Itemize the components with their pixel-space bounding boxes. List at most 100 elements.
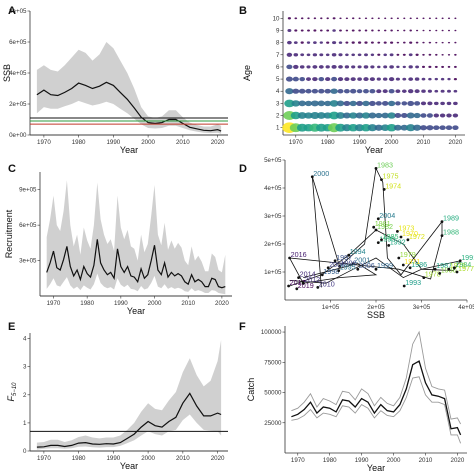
stock-recruit-point (376, 241, 380, 245)
x-tick-label: 2010 (176, 455, 190, 462)
y-tick-label: 4e+05 (9, 70, 27, 77)
stock-recruit-point (422, 276, 426, 279)
age-bubble (299, 77, 306, 82)
age-bubble (293, 41, 298, 44)
age-bubble (406, 112, 415, 119)
stock-recruit-point (376, 217, 380, 221)
age-bubble (345, 17, 349, 20)
age-bubble (381, 100, 389, 106)
age-bubble (318, 65, 324, 69)
estimate-line (291, 360, 462, 436)
age-bubble (284, 99, 295, 108)
age-bubble (331, 53, 337, 57)
age-bubble (335, 112, 346, 119)
year-label: 2012 (304, 275, 320, 284)
y-tick-label: 8e+05 (9, 8, 27, 15)
age-bubble (338, 53, 343, 57)
age-bubble (292, 88, 300, 94)
age-bubble (447, 65, 451, 68)
y-tick-label: 7 (276, 52, 280, 59)
age-bubble (396, 29, 399, 32)
age-bubble (420, 101, 427, 106)
age-bubble (350, 88, 357, 94)
age-bubble (356, 100, 364, 106)
x-tick-label: 2020 (449, 139, 463, 146)
age-bubble (330, 88, 338, 94)
age-bubble (310, 100, 319, 107)
stock-recruit-point (301, 281, 305, 285)
panel-letter-c: C (8, 163, 16, 175)
year-label: 1998 (323, 267, 339, 276)
age-bubble (433, 101, 439, 106)
age-bubble (434, 89, 439, 93)
year-label: 2019 (298, 281, 314, 290)
panel-letter-d: D (239, 163, 247, 175)
age-bubble (313, 29, 317, 32)
age-bubble (409, 41, 413, 44)
year-label: 1999 (377, 261, 393, 270)
age-bubble (402, 53, 406, 56)
age-bubble (331, 64, 337, 69)
age-bubble (319, 41, 323, 44)
age-bubble (409, 29, 412, 32)
y-tick-label: 2e+05 (9, 101, 27, 108)
age-bubble (348, 112, 358, 119)
age-bubble (342, 112, 351, 119)
age-bubble (428, 17, 431, 20)
y-tick-label: 4 (276, 88, 280, 95)
age-bubble (407, 100, 415, 106)
estimate-line (46, 239, 226, 289)
age-bubble (441, 29, 444, 32)
age-bubble (454, 41, 457, 44)
stock-recruit-point (387, 244, 391, 247)
age-bubble (393, 124, 402, 131)
age-bubble (351, 53, 355, 57)
age-bubble (408, 77, 414, 81)
stock-recruit-point (408, 266, 412, 270)
age-bubble (381, 112, 390, 119)
age-bubble (324, 88, 331, 94)
age-bubble (312, 65, 318, 69)
age-bubble (344, 65, 350, 69)
age-bubble (299, 65, 305, 69)
panel-letter-f: F (239, 321, 246, 333)
x-tick-label: 2010 (181, 300, 195, 307)
age-bubble (440, 89, 445, 93)
age-bubble (386, 123, 397, 132)
age-bubble (356, 89, 363, 94)
age-bubble (306, 77, 311, 81)
age-bubble (454, 65, 457, 68)
stock-recruit-point (372, 225, 376, 229)
estimate-line (36, 392, 222, 448)
lower-bound-line (291, 376, 462, 444)
age-bubble (376, 89, 382, 94)
x-tick-label: 1980 (80, 300, 94, 307)
age-bubble (363, 89, 369, 94)
year-label: 2006 (359, 261, 375, 270)
age-bubble (390, 17, 393, 20)
age-bubble (415, 53, 419, 56)
age-bubble (345, 41, 349, 44)
age-bubble (371, 29, 374, 32)
age-bubble (433, 125, 440, 131)
age-bubble (414, 77, 420, 81)
y-tick-label: 2 (23, 392, 27, 399)
age-bubble (422, 41, 425, 44)
stock-recruit-point (396, 230, 399, 233)
age-bubble (286, 52, 293, 57)
age-bubble (434, 77, 438, 81)
age-bubble (415, 41, 419, 44)
y-tick-label: 6 (276, 64, 280, 71)
age-bubble (433, 113, 440, 118)
age-bubble (339, 29, 342, 32)
age-bubble (427, 89, 432, 93)
age-bubble (368, 112, 377, 119)
x-tick-label: 2010 (176, 139, 190, 146)
age-bubble (382, 89, 388, 94)
age-bubble (422, 29, 425, 32)
age-bubble (454, 29, 457, 32)
confidence-ribbon (36, 42, 222, 134)
age-bubble (401, 89, 407, 93)
y-tick-label: 2 (276, 113, 280, 120)
age-bubble (416, 29, 419, 32)
